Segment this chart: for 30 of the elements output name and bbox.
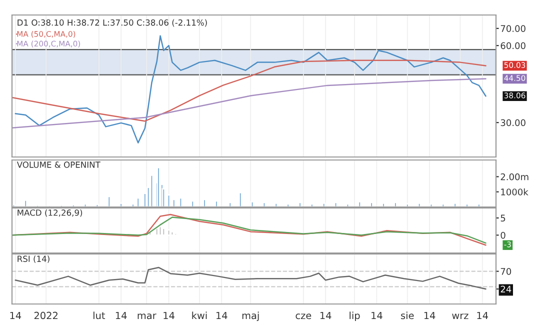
y-tick-label: 60.00 bbox=[500, 42, 526, 50]
x-tick-label: 14 bbox=[477, 312, 488, 320]
chart-title: VOLUME & OPENINT bbox=[16, 162, 100, 168]
x-tick-label: lut bbox=[93, 312, 106, 320]
x-tick-label: 14 bbox=[372, 312, 382, 320]
y-tick-label: 1000k bbox=[501, 188, 528, 196]
y-tick-label: 70.00 bbox=[500, 25, 526, 32]
y-tick-label: 30.00 bbox=[500, 119, 526, 126]
x-tick-label: 2022 bbox=[34, 312, 58, 320]
x-tick-label: cze bbox=[296, 314, 312, 320]
y-tick-label: 0 bbox=[500, 232, 506, 239]
chart-title: RSI (14) bbox=[18, 256, 50, 263]
x-tick-label: sie bbox=[401, 312, 414, 320]
y-tick-label: 70 bbox=[500, 268, 512, 275]
chart-title: MACD (12,26,9) bbox=[18, 209, 82, 217]
y-tick-label: 2.00m bbox=[500, 173, 528, 180]
x-tick-label: 14 bbox=[424, 312, 436, 320]
y-tick-label: 5 bbox=[500, 214, 506, 222]
chart-title: D1 O:38.10 H:38.72 L:37.50 C:38.06 (-2.11%) bbox=[18, 19, 207, 27]
x-tick-label: wrz bbox=[452, 314, 468, 320]
x-tick-label: maj bbox=[242, 312, 259, 322]
x-tick-label: 14 bbox=[10, 312, 22, 320]
x-tick-label: mar bbox=[138, 314, 156, 320]
x-tick-label: 14 bbox=[116, 312, 127, 320]
x-tick-label: 14 bbox=[164, 312, 174, 320]
x-tick-label: lip bbox=[350, 312, 360, 322]
x-tick-label: kwi bbox=[192, 312, 207, 320]
x-tick-label: 14 bbox=[320, 312, 332, 320]
y-tick-label: 24 bbox=[500, 286, 512, 292]
x-tick-label: 14 bbox=[216, 312, 228, 320]
